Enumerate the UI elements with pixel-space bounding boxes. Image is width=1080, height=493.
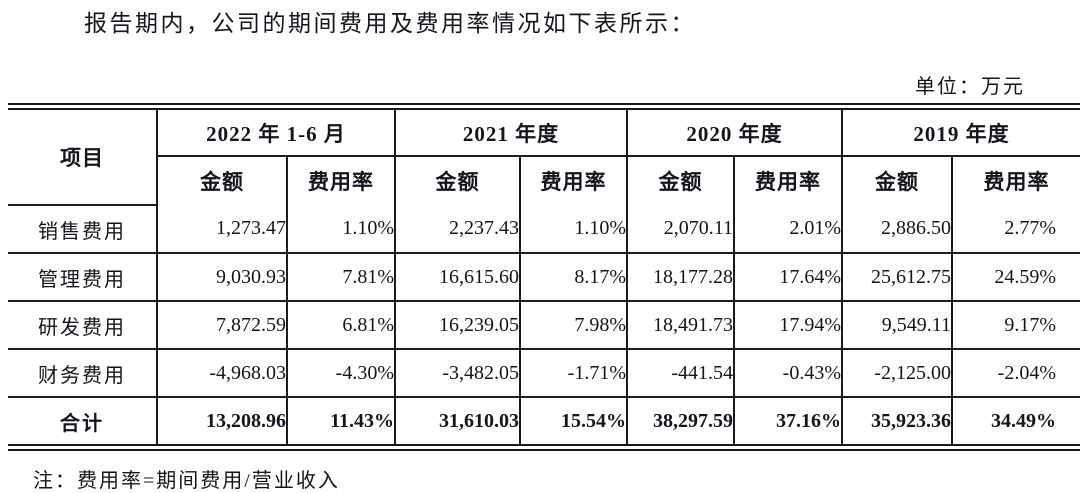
amount-header-2021: 金额 [395,156,521,205]
period-header-2020: 2020 年度 [627,106,843,157]
period-header-2019: 2019 年度 [842,106,1080,157]
rate-cell: 1.10% [520,205,628,254]
row-admin-expenses: 管理费用 9,030.93 7.81% 16,615.60 8.17% 18,1… [8,253,1080,302]
amount-cell: 16,615.60 [395,253,521,302]
table-footnote: 注：费用率=期间费用/营业收入 [33,470,340,492]
amount-cell: -441.54 [627,349,735,398]
rate-header-2022h1: 费用率 [287,156,396,205]
amount-cell: 35,923.36 [842,397,953,448]
amount-cell: 2,237.43 [395,205,521,254]
rate-cell: 2.77% [952,205,1080,254]
amount-cell: 18,177.28 [627,253,735,302]
rate-cell: 2.01% [734,205,843,254]
rate-cell: 6.81% [287,301,396,350]
amount-header-2019: 金额 [842,156,953,205]
rate-cell: 11.43% [287,397,396,448]
rate-header-2019: 费用率 [983,170,1050,194]
amount-header-2022h1: 金额 [157,156,288,205]
period-header-2022h1: 2022 年 1-6 月 [157,106,396,157]
intro-paragraph: 报告期内，公司的期间费用及费用率情况如下表所示： [84,11,696,36]
amount-cell: 7,872.59 [157,301,288,350]
rate-cell: -0.43% [734,349,843,398]
rate-cell: -2.04% [952,349,1080,398]
rate-cell: 1.10% [287,205,396,254]
amount-cell: -2,125.00 [842,349,953,398]
rate-cell: 15.54% [520,397,628,448]
amount-cell: 16,239.05 [395,301,521,350]
rate-cell: 17.64% [734,253,843,302]
row-label: 管理费用 [8,253,158,302]
amount-cell: 9,549.11 [842,301,953,350]
rate-cell: 24.59% [952,253,1080,302]
amount-cell: 31,610.03 [395,397,521,448]
rate-cell: 34.49% [991,409,1056,432]
amount-cell: 2,886.50 [842,205,953,254]
row-label: 合计 [8,397,158,448]
amount-cell: 25,612.75 [842,253,953,302]
amount-header-2020: 金额 [627,156,735,205]
amount-cell: 1,273.47 [157,205,288,254]
row-selling-expenses: 销售费用 1,273.47 1.10% 2,237.43 1.10% 2,070… [8,205,1080,254]
amount-cell: 38,297.59 [627,397,735,448]
header-row-measures: 金额 费用率 金额 费用率 金额 费用率 金额 费用率 [8,156,1080,205]
unit-label: 单位：万元 [915,76,1025,98]
row-total: 合计 13,208.96 11.43% 31,610.03 15.54% 38,… [8,397,1080,448]
rate-cell: -1.71% [520,349,628,398]
rate-cell: 17.94% [734,301,843,350]
document-page: { "page": { "heading": "报告期内，公司的期间费用及费用率… [8,11,1080,492]
item-column-header: 项目 [8,106,158,206]
period-header-2021: 2021 年度 [395,106,628,157]
rate-cell: -4.30% [287,349,396,398]
header-row-periods: 项目 2022 年 1-6 月 2021 年度 2020 年度 2019 年度 [8,106,1080,206]
row-finance-expenses: 财务费用 -4,968.03 -4.30% -3,482.05 -1.71% -… [8,349,1080,398]
row-label: 销售费用 [8,205,158,254]
amount-cell: 9,030.93 [157,253,288,302]
rate-header-2021: 费用率 [520,156,628,205]
rate-cell: 7.98% [520,301,628,350]
amount-cell: -4,968.03 [157,349,288,398]
period-expense-table: 项目 2022 年 1-6 月 2021 年度 2020 年度 2019 年度 … [8,103,1080,451]
amount-cell: 2,070.11 [627,205,735,254]
amount-cell: 18,491.73 [627,301,735,350]
amount-cell: -3,482.05 [395,349,521,398]
rate-cell: 9.17% [952,301,1080,350]
amount-cell: 13,208.96 [157,397,288,448]
rate-header-2020: 费用率 [734,156,843,205]
row-rd-expenses: 研发费用 7,872.59 6.81% 16,239.05 7.98% 18,4… [8,301,1080,350]
row-label: 财务费用 [8,349,158,398]
rate-cell: 8.17% [520,253,628,302]
rate-cell: 7.81% [287,253,396,302]
row-label: 研发费用 [8,301,158,350]
rate-cell: 37.16% [734,397,843,448]
